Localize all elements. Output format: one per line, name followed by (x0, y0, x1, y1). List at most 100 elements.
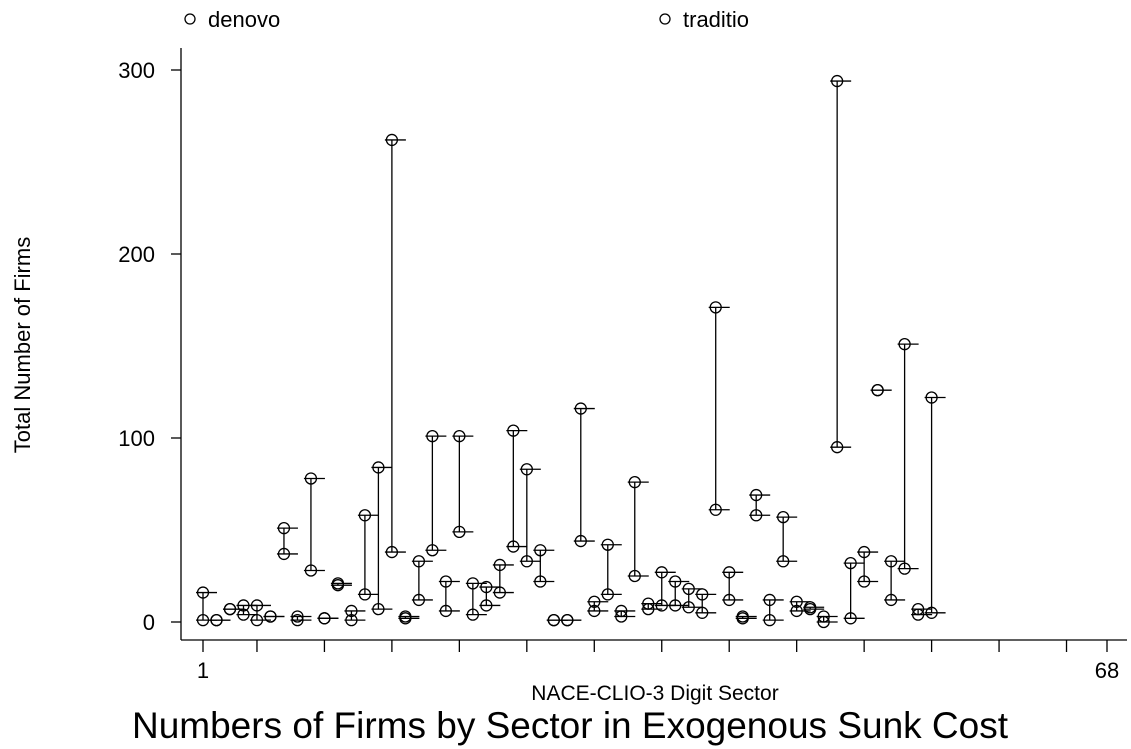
point (250, 599, 264, 612)
point (426, 430, 439, 443)
point (723, 593, 736, 607)
point (412, 555, 426, 568)
point (210, 614, 223, 627)
point (277, 547, 291, 561)
point (628, 476, 641, 489)
point (574, 402, 587, 415)
point (830, 74, 844, 88)
legend-label: denovo (208, 7, 280, 32)
point (790, 595, 803, 608)
x-tick-label: 68 (1095, 658, 1119, 683)
legend-label: traditio (683, 7, 749, 32)
point (723, 566, 736, 579)
point (682, 601, 695, 614)
point (790, 604, 803, 618)
point (453, 430, 466, 443)
point (898, 338, 911, 351)
point (763, 593, 776, 607)
point (358, 588, 372, 601)
point (196, 614, 210, 627)
point (763, 614, 776, 627)
point (291, 614, 304, 627)
point (304, 472, 318, 485)
point (682, 582, 695, 596)
point (669, 599, 682, 612)
point (588, 604, 601, 618)
point (750, 488, 763, 502)
point (574, 534, 587, 548)
chart-title: Numbers of Firms by Sector in Exogenous … (132, 705, 1009, 746)
point (237, 599, 250, 612)
point (925, 606, 938, 619)
point (588, 595, 601, 608)
point (304, 564, 318, 577)
point (520, 463, 533, 476)
point (655, 566, 668, 579)
point (857, 575, 871, 588)
point (439, 604, 453, 618)
point (925, 391, 938, 404)
legend-marker (184, 13, 196, 25)
point (547, 614, 560, 627)
point (250, 614, 264, 627)
point (237, 608, 250, 621)
point (520, 555, 533, 568)
point (844, 556, 857, 570)
y-tick-label: 100 (118, 426, 155, 451)
point (655, 599, 668, 612)
y-tick-label: 200 (118, 242, 155, 267)
point (534, 575, 547, 588)
point (439, 575, 453, 588)
point (480, 580, 493, 594)
point (642, 597, 655, 610)
point (628, 569, 641, 583)
point (777, 555, 790, 568)
point (696, 588, 709, 601)
y-tick-label: 0 (143, 610, 155, 635)
point (277, 522, 291, 535)
y-axis-title: Total Number of Firms (10, 237, 35, 453)
point (804, 601, 817, 614)
point (857, 545, 871, 559)
point (669, 575, 682, 588)
point (426, 544, 439, 557)
point (601, 538, 614, 551)
point (480, 599, 493, 612)
point (372, 602, 385, 616)
point (507, 424, 520, 437)
point (372, 461, 385, 474)
x-axis-title: NACE-CLIO-3 Digit Sector (531, 682, 778, 705)
point (264, 610, 277, 623)
point (331, 577, 345, 590)
y-tick-label: 300 (118, 58, 155, 83)
point (844, 612, 857, 625)
x-tick-label: 1 (197, 658, 209, 683)
point (817, 610, 830, 623)
point (736, 610, 749, 623)
point (871, 384, 884, 397)
point (884, 593, 898, 607)
point (345, 614, 358, 627)
point (466, 577, 480, 590)
point (345, 604, 358, 618)
point (534, 544, 547, 557)
point (898, 562, 911, 575)
point (358, 509, 372, 522)
point (561, 614, 574, 627)
point (466, 608, 480, 621)
point (223, 602, 237, 616)
legend-marker (659, 13, 671, 25)
point (291, 610, 304, 623)
point (385, 133, 399, 147)
point (709, 301, 722, 314)
point (196, 586, 210, 599)
point (709, 503, 722, 516)
point (493, 586, 506, 599)
point (318, 612, 331, 625)
point (615, 604, 628, 618)
point (777, 510, 790, 524)
point (399, 610, 412, 623)
point (507, 540, 520, 553)
